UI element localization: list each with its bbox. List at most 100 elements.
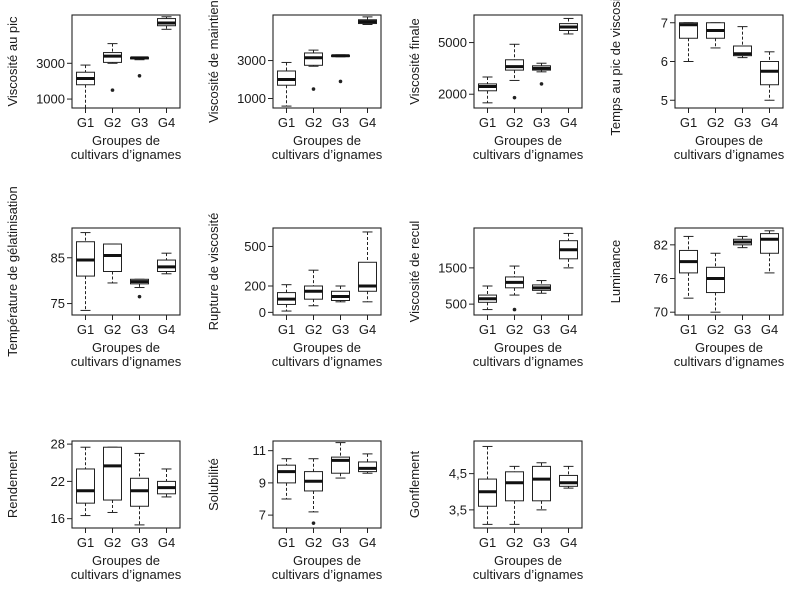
x-tick-label: G2 [707, 115, 724, 130]
chart-panel-3: 2000 5000 Viscosité finale G1 G2 G3 G4 Groupes … [407, 14, 584, 162]
y-tick-label: 7 [661, 15, 668, 30]
box-G4 [559, 465, 578, 489]
x-tick-label: G3 [332, 322, 349, 337]
plot-frame [272, 14, 382, 109]
x-axis-label-line: Groupes de [293, 133, 361, 148]
x-tick-label: G3 [131, 535, 148, 550]
x-axis-label-line: cultivars d’ignames [473, 354, 584, 369]
box-G2 [304, 458, 323, 525]
box-iqr [505, 59, 524, 71]
box-iqr [103, 243, 122, 273]
plot-frame [71, 440, 181, 529]
x-tick-label: G2 [506, 535, 523, 550]
box-iqr [760, 233, 779, 254]
outlier-point [311, 521, 316, 525]
chart-panel-1: 1000 3000 Viscosité au pic G1 G2 G3 G4 Groupes … [5, 14, 182, 162]
box-G2 [304, 49, 323, 91]
y-tick-label: 200 [244, 279, 266, 294]
x-tick-label: G3 [332, 535, 349, 550]
x-tick-label: G3 [533, 535, 550, 550]
box-G1 [76, 446, 95, 517]
box-iqr [130, 477, 149, 507]
x-axis-label-line: cultivars d’ignames [272, 147, 383, 162]
outlier-point [539, 82, 544, 86]
x-tick-label: G4 [158, 535, 175, 550]
chart-panel-7: 500 1500 Viscosité de recul G1 G2 G3 G4 Groupes… [407, 221, 584, 369]
x-tick-label: G1 [278, 115, 295, 130]
y-tick-label: 1500 [438, 260, 467, 275]
box-G3 [130, 278, 149, 299]
box-G2 [505, 43, 524, 100]
box-G1 [679, 22, 698, 62]
box-G1 [277, 61, 296, 107]
chart-panel-2: 1000 3000 Viscosité de maintien G1 G2 G3 G4 Gro… [206, 0, 383, 162]
outlier-point [338, 79, 343, 84]
x-tick-label: G1 [77, 322, 94, 337]
y-axis-label: Viscosité de recul [407, 221, 422, 323]
y-tick-label: 6 [661, 54, 668, 69]
x-axis-label-line: cultivars d’ignames [272, 354, 383, 369]
chart-panel-4: 5 6 7 Temps au pic de viscosité G1 G2 G3 G4 Grou… [608, 0, 785, 162]
box-G2 [505, 465, 524, 525]
x-tick-label: G1 [680, 322, 697, 337]
outlier-point [512, 95, 517, 100]
x-tick-label: G4 [761, 322, 778, 337]
box-G1 [277, 284, 296, 312]
chart-panel-10: 7 9 11 Solubilité G1 G2 G3 G4 Groupes decultivar… [206, 440, 383, 582]
x-tick-label: G2 [104, 535, 121, 550]
x-tick-label: G1 [77, 115, 94, 130]
x-tick-label: G3 [533, 322, 550, 337]
box-G3 [532, 462, 551, 511]
x-axis-label-line: Groupes de [695, 133, 763, 148]
chart-panel-5: 75 85 Température de gélatinisation G1 G2 G3 G… [5, 186, 182, 369]
outlier-point [512, 307, 517, 312]
box-G1 [478, 445, 497, 525]
y-axis-label: Température de gélatinisation [5, 186, 20, 357]
y-tick-label: 70 [654, 305, 668, 320]
x-tick-label: G3 [734, 115, 751, 130]
chart-panel-6: 0 200 500 Rupture de viscosité G1 G2 G3 G4 Group… [206, 213, 383, 369]
box-G4 [157, 468, 176, 498]
box-G1 [478, 285, 497, 311]
y-tick-label: 5000 [438, 35, 467, 50]
x-tick-label: G3 [131, 115, 148, 130]
x-tick-label: G1 [77, 535, 94, 550]
box-iqr [277, 464, 296, 484]
box-G4 [358, 453, 377, 474]
y-tick-label: 76 [654, 271, 668, 286]
box-G2 [304, 269, 323, 307]
box-G3 [733, 235, 752, 249]
y-tick-label: 500 [445, 297, 467, 312]
box-G3 [130, 452, 149, 526]
box-iqr [532, 465, 551, 502]
x-tick-label: G4 [359, 535, 376, 550]
box-G2 [706, 22, 725, 49]
box-G1 [277, 458, 296, 500]
plot-frame [71, 14, 181, 109]
y-axis-label: Rupture de viscosité [206, 213, 221, 331]
box-G4 [760, 230, 779, 274]
y-tick-label: 1000 [237, 91, 266, 106]
y-tick-label: 9 [259, 475, 266, 490]
x-tick-label: G1 [278, 535, 295, 550]
x-tick-label: G2 [305, 535, 322, 550]
x-axis-label-line: cultivars d’ignames [674, 147, 785, 162]
y-tick-label: 4,5 [449, 466, 467, 481]
x-axis-label-line: cultivars d’ignames [473, 147, 584, 162]
y-tick-label: 75 [51, 296, 65, 311]
x-tick-label: G4 [359, 322, 376, 337]
box-G4 [157, 16, 176, 30]
y-tick-label: 16 [51, 511, 65, 526]
box-G4 [358, 16, 377, 25]
box-G4 [559, 232, 578, 269]
box-iqr [76, 468, 95, 504]
x-tick-label: G2 [104, 115, 121, 130]
x-tick-label: G4 [158, 322, 175, 337]
x-tick-label: G4 [158, 115, 175, 130]
y-tick-label: 7 [259, 508, 266, 523]
box-G2 [103, 243, 122, 284]
x-axis-label-line: cultivars d’ignames [674, 354, 785, 369]
x-tick-label: G2 [506, 115, 523, 130]
x-tick-label: G1 [278, 322, 295, 337]
